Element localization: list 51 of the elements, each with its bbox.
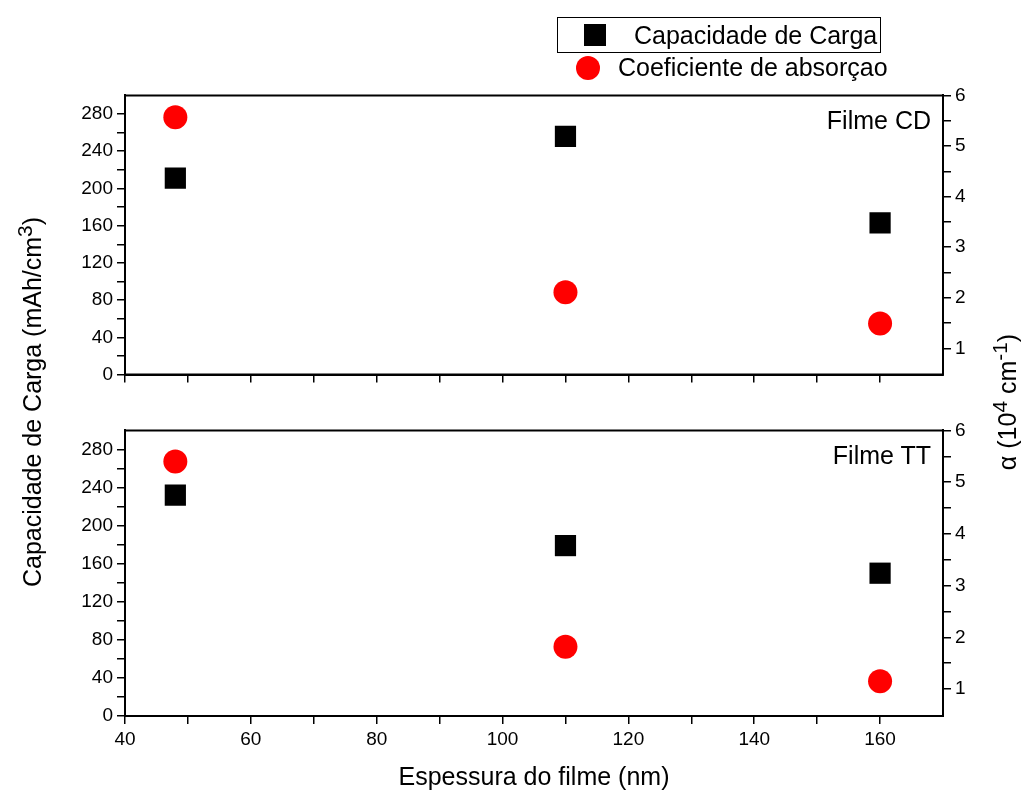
point [554, 534, 577, 557]
annotation: Filme TT [832, 440, 931, 469]
x-tick-label: 100 [486, 727, 519, 749]
y-tick-label: 160 [81, 551, 113, 573]
legend-label: Coeficiente de absorçao [618, 53, 888, 82]
y-tick-label: 200 [81, 176, 113, 198]
y-tick-label: 0 [102, 362, 113, 384]
y-tick-label: 40 [91, 325, 113, 347]
x-axis-title: Espessura do filme (nm) [398, 762, 670, 791]
y2-tick-label: 4 [955, 522, 966, 544]
y2-tick-label: 2 [955, 625, 966, 647]
y-tick-label: 240 [81, 475, 113, 497]
x-tick-label: 140 [738, 727, 771, 749]
annotation: Filme CD [826, 105, 931, 134]
point [553, 634, 578, 659]
y-tick-label: 40 [91, 666, 113, 688]
y-tick-label: 0 [102, 704, 113, 726]
point [553, 280, 578, 305]
y2-tick-label: 1 [955, 336, 966, 358]
y-tick-label: 80 [91, 288, 113, 310]
y-tick-label: 280 [81, 437, 113, 459]
y-tick-label: 120 [81, 251, 113, 273]
y2-tick-label: 1 [955, 677, 966, 699]
point [164, 484, 186, 506]
legend-label: Capacidade de Carga [634, 20, 878, 50]
y2-tick-label: 2 [955, 285, 966, 307]
point [554, 125, 577, 147]
y2-tick-label: 4 [955, 184, 966, 206]
y-tick-label: 240 [81, 139, 113, 161]
y2-tick-label: 5 [955, 470, 966, 492]
x-tick-label: 160 [864, 727, 896, 749]
y2-tick-label: 3 [955, 235, 966, 257]
y2-tick-label: 5 [955, 134, 966, 156]
y2-tick-label: 6 [955, 418, 966, 440]
x-tick-label: 80 [366, 727, 388, 749]
y-tick-label: 160 [81, 213, 113, 235]
y-tick-label: 200 [81, 513, 113, 535]
y-tick-label: 80 [91, 628, 113, 650]
y-tick-label: 120 [81, 589, 113, 611]
point [164, 167, 186, 189]
y-tick-label: 280 [81, 102, 113, 124]
point [868, 311, 893, 336]
point [869, 562, 891, 584]
point [869, 212, 891, 234]
y2-tick-label: 6 [955, 83, 966, 105]
x-tick-label: 60 [240, 727, 262, 749]
x-tick-label: 120 [612, 727, 645, 749]
y2-tick-label: 3 [955, 573, 966, 595]
point [868, 669, 893, 694]
point [163, 449, 188, 474]
point [163, 105, 188, 130]
